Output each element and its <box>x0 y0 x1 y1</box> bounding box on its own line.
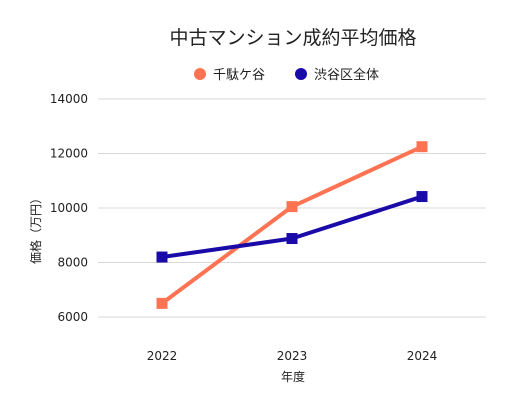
x-tick-label-1: 2023 <box>277 349 308 363</box>
data-point-1-1 <box>286 233 298 245</box>
y-tick-label-3: 12000 <box>50 147 88 161</box>
legend-item-senda: 千駄ケ谷 <box>194 68 265 83</box>
x-axis-ticks: 2022 2023 2024 <box>147 349 438 363</box>
data-point-0-2 <box>416 141 428 153</box>
x-tick-label-0: 2022 <box>147 349 178 363</box>
x-tick-label-2: 2024 <box>407 349 438 363</box>
legend: 千駄ケ谷 渋谷区全体 <box>194 67 379 83</box>
chart-title: 中古マンション成約平均価格 <box>169 27 416 49</box>
legend-marker-shibuya <box>295 68 307 80</box>
y-tick-label-0: 6000 <box>57 310 88 324</box>
data-point-0-1 <box>286 201 298 213</box>
data-point-1-2 <box>416 191 428 203</box>
y-axis-label: 価格（万円） <box>28 192 43 264</box>
series-line-0 <box>160 144 424 306</box>
y-tick-label-2: 10000 <box>50 201 88 215</box>
data-point-0-0 <box>156 297 168 309</box>
y-axis-ticks: 6000 8000 10000 12000 14000 <box>50 92 88 324</box>
y-tick-label-1: 8000 <box>57 256 88 270</box>
legend-marker-senda <box>194 68 206 80</box>
legend-label-shibuya: 渋谷区全体 <box>314 67 379 83</box>
legend-label-senda: 千駄ケ谷 <box>213 68 265 83</box>
series-group <box>156 141 428 309</box>
y-tick-label-4: 14000 <box>50 92 88 106</box>
legend-item-shibuya: 渋谷区全体 <box>295 67 379 83</box>
x-axis-label: 年度 <box>281 369 305 384</box>
data-point-1-0 <box>156 251 168 263</box>
